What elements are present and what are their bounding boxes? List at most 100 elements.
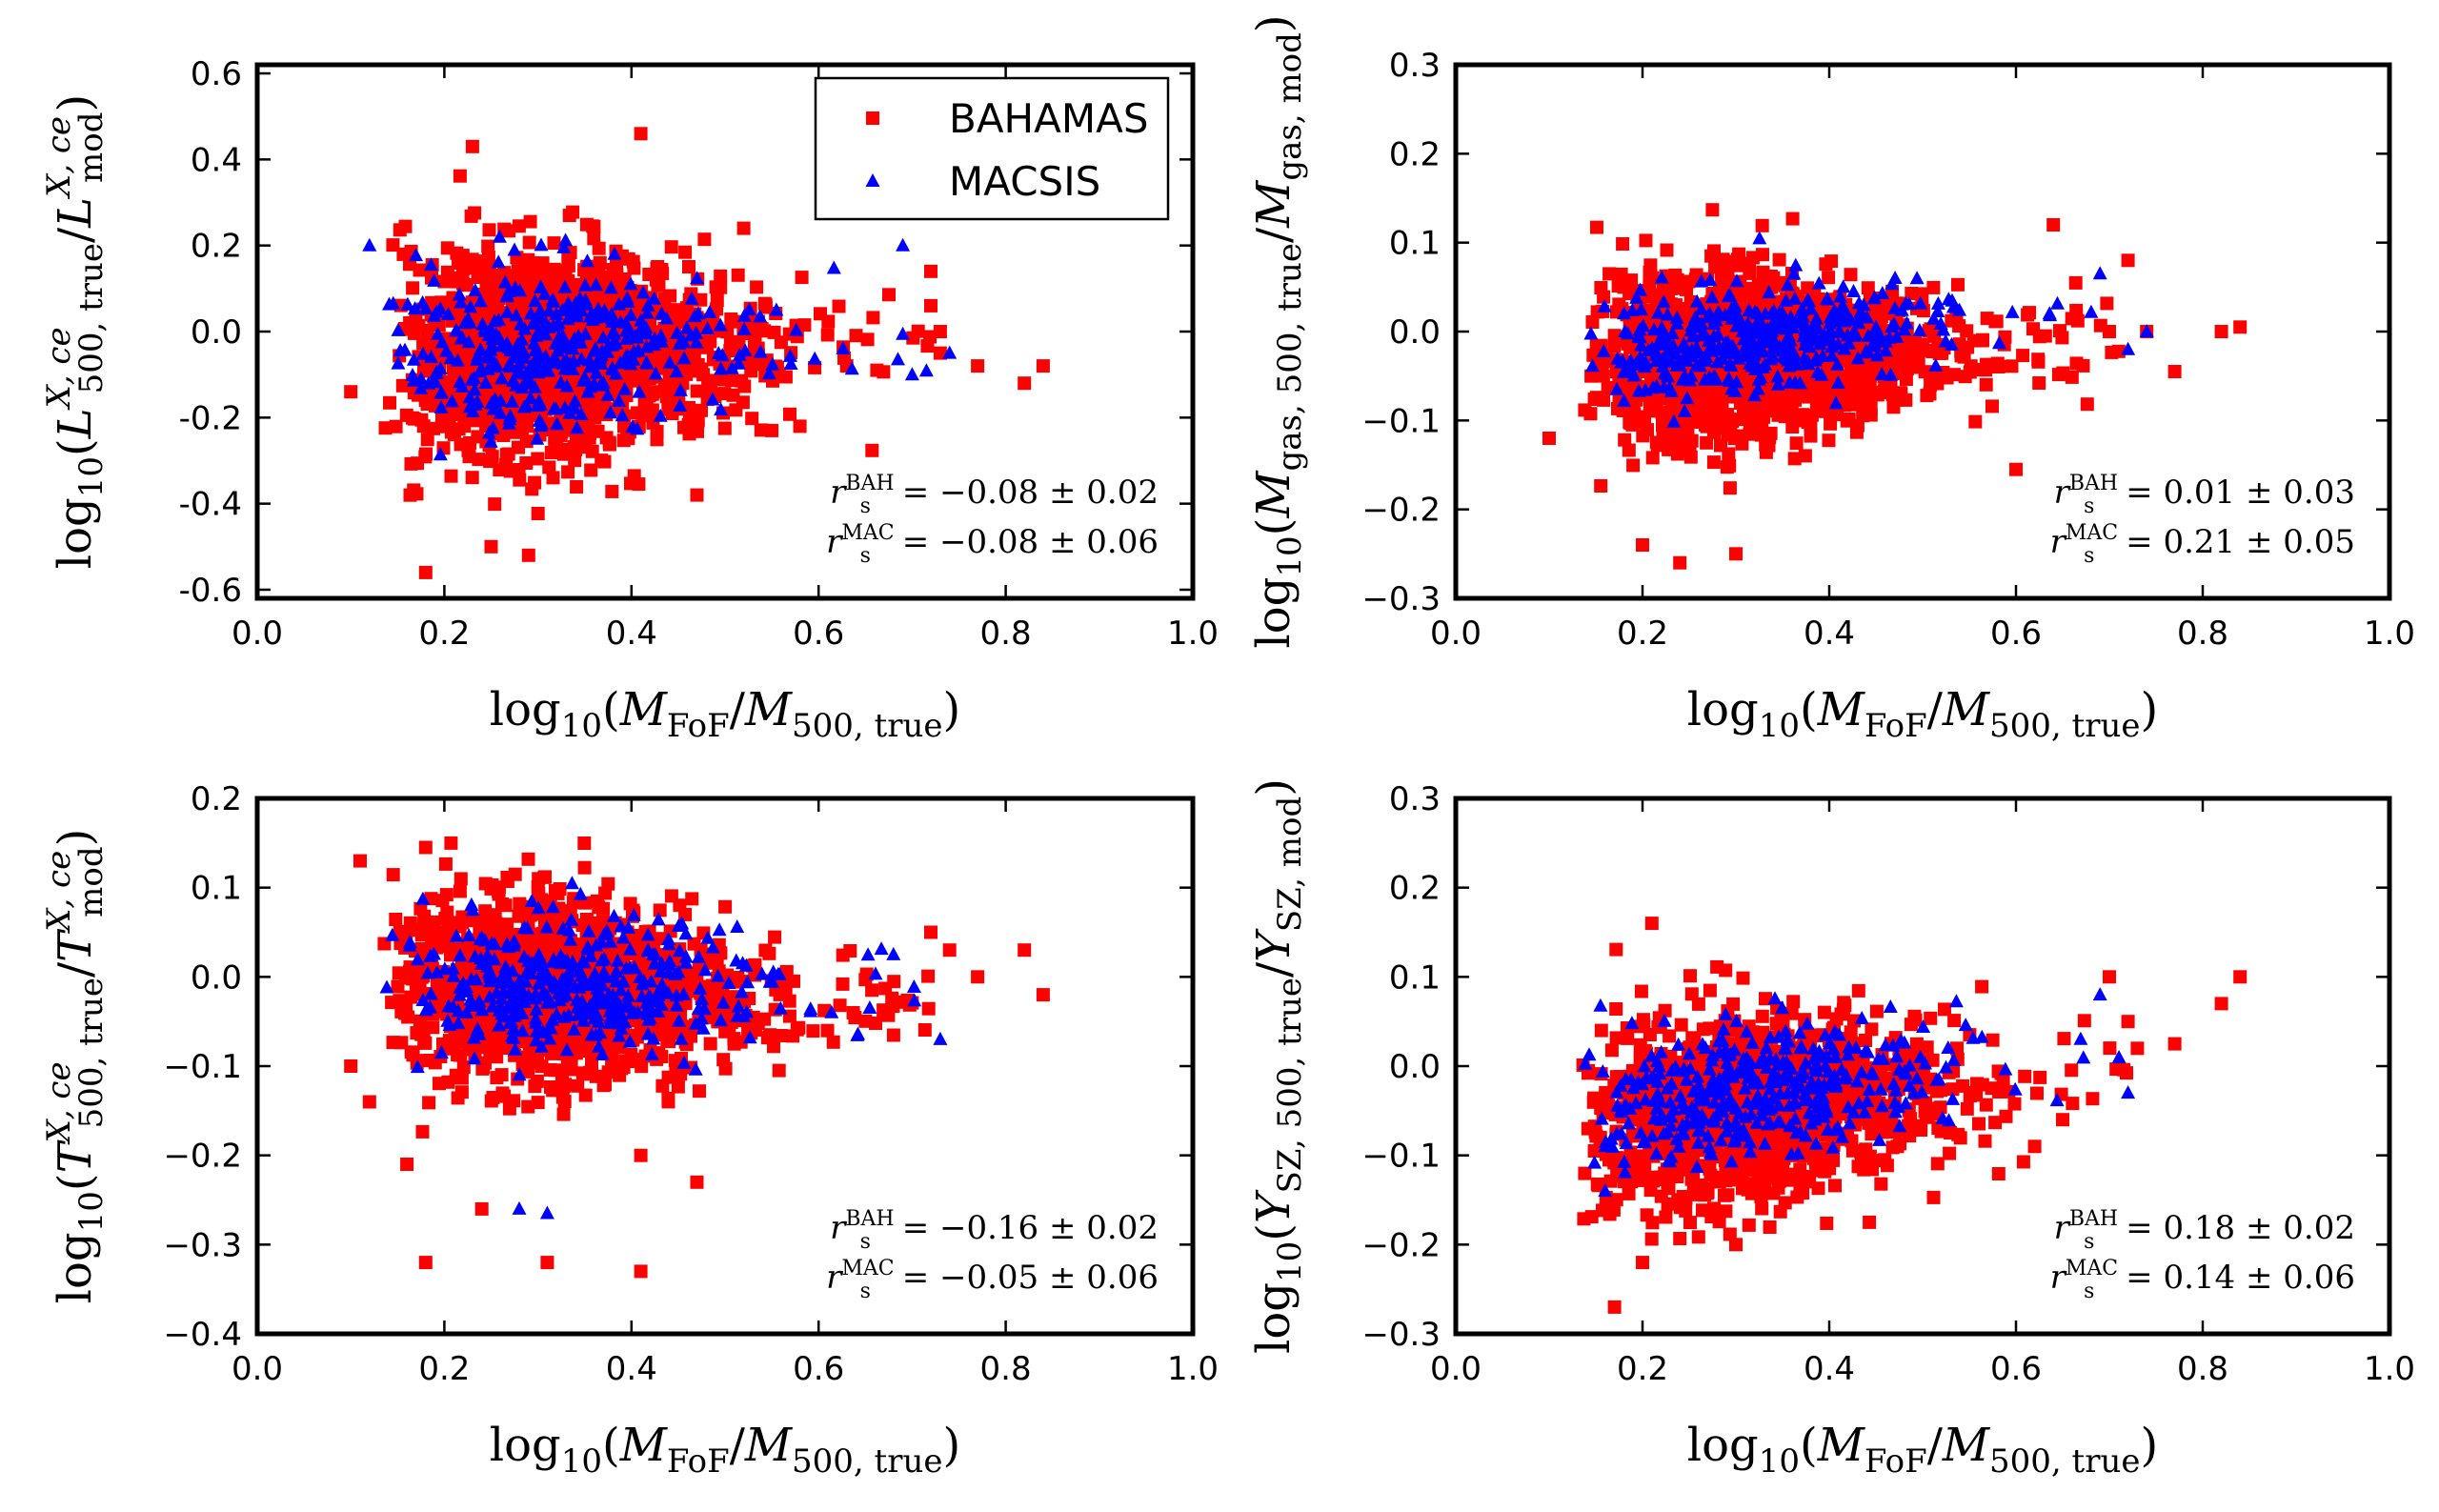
point-macsis	[397, 342, 413, 356]
point-macsis	[531, 323, 546, 337]
point-bahamas	[425, 915, 439, 929]
point-bahamas	[1789, 436, 1804, 451]
point-macsis	[1644, 340, 1660, 354]
point-bahamas	[528, 1079, 542, 1094]
point-bahamas	[416, 1026, 431, 1040]
point-bahamas	[498, 898, 513, 913]
point-macsis	[1833, 289, 1847, 303]
point-macsis	[615, 408, 630, 422]
point-macsis	[1654, 320, 1669, 334]
point-macsis	[1767, 334, 1783, 349]
point-bahamas	[1704, 249, 1719, 263]
point-bahamas	[1589, 391, 1603, 405]
point-macsis	[462, 314, 477, 329]
point-bahamas	[1622, 443, 1636, 457]
point-macsis	[1781, 348, 1796, 362]
point-bahamas	[1647, 398, 1662, 413]
point-bahamas	[657, 292, 672, 306]
point-bahamas	[2005, 359, 2019, 373]
x-tick-label: 0.4	[1804, 615, 1855, 653]
point-macsis	[502, 357, 517, 372]
point-macsis	[545, 292, 560, 306]
point-macsis	[904, 367, 919, 381]
point-macsis	[769, 302, 784, 316]
point-bahamas	[1594, 281, 1608, 294]
point-macsis	[570, 420, 585, 434]
point-macsis	[555, 302, 570, 316]
point-macsis	[433, 361, 448, 374]
point-macsis	[1706, 316, 1722, 331]
point-macsis	[618, 323, 634, 337]
point-bahamas	[2016, 349, 2030, 363]
legend-box	[814, 76, 1170, 221]
point-bahamas	[482, 223, 496, 237]
point-bahamas	[1958, 370, 1972, 384]
point-bahamas	[392, 966, 406, 980]
point-bahamas	[383, 395, 396, 410]
point-macsis	[1798, 337, 1812, 351]
point-macsis	[424, 350, 439, 363]
point-macsis	[1729, 374, 1744, 389]
point-macsis	[1851, 295, 1866, 310]
point-macsis	[608, 335, 623, 350]
point-macsis	[789, 322, 804, 336]
point-bahamas	[682, 260, 695, 273]
point-macsis	[566, 353, 581, 368]
point-macsis	[467, 371, 482, 384]
point-macsis	[1634, 337, 1648, 352]
point-bahamas	[765, 423, 779, 437]
point-bahamas	[731, 268, 745, 282]
point-bahamas	[1954, 349, 1968, 363]
point-bahamas	[415, 1124, 430, 1139]
point-bahamas	[1951, 277, 1965, 292]
point-bahamas	[881, 1008, 896, 1022]
point-bahamas	[1602, 267, 1617, 281]
point-bahamas	[1787, 452, 1802, 466]
point-macsis	[891, 352, 905, 366]
point-macsis	[1826, 303, 1842, 317]
point-bahamas	[1737, 405, 1750, 418]
point-bahamas	[917, 1023, 932, 1037]
point-macsis	[580, 253, 595, 268]
point-macsis	[761, 366, 776, 380]
point-bahamas	[561, 252, 575, 267]
point-bahamas	[435, 894, 450, 908]
point-bahamas	[413, 263, 427, 277]
point-bahamas	[778, 983, 793, 998]
point-bahamas	[653, 903, 667, 917]
point-macsis	[499, 305, 514, 319]
point-bahamas	[2026, 322, 2040, 336]
point-bahamas	[413, 901, 428, 916]
point-bahamas	[1729, 547, 1743, 561]
point-bahamas	[1645, 271, 1660, 285]
point-macsis	[1766, 303, 1782, 317]
point-bahamas	[2167, 365, 2182, 378]
point-bahamas	[772, 1063, 786, 1078]
point-bahamas	[406, 281, 420, 295]
point-macsis	[1745, 323, 1761, 337]
point-bahamas	[512, 219, 526, 233]
point-macsis	[1634, 302, 1649, 316]
point-bahamas	[1584, 369, 1599, 383]
point-macsis	[513, 355, 528, 370]
point-macsis	[386, 295, 401, 310]
point-macsis	[487, 355, 502, 370]
point-bahamas	[2214, 325, 2228, 338]
point-macsis	[942, 345, 957, 359]
point-bahamas	[1614, 267, 1628, 281]
point-macsis	[1675, 372, 1690, 386]
point-macsis	[1751, 372, 1766, 386]
point-macsis	[1747, 304, 1763, 318]
point-macsis	[461, 334, 476, 349]
point-macsis	[1913, 295, 1928, 310]
point-macsis	[474, 293, 488, 308]
point-bahamas	[820, 1023, 835, 1038]
y-tick-label: -0.6	[179, 572, 242, 610]
point-bahamas	[1018, 376, 1032, 391]
point-bahamas	[758, 943, 773, 958]
point-bahamas	[714, 280, 728, 294]
point-macsis	[1804, 301, 1819, 315]
point-bahamas	[1692, 402, 1706, 416]
point-macsis	[1703, 272, 1718, 287]
point-macsis	[1638, 355, 1652, 370]
